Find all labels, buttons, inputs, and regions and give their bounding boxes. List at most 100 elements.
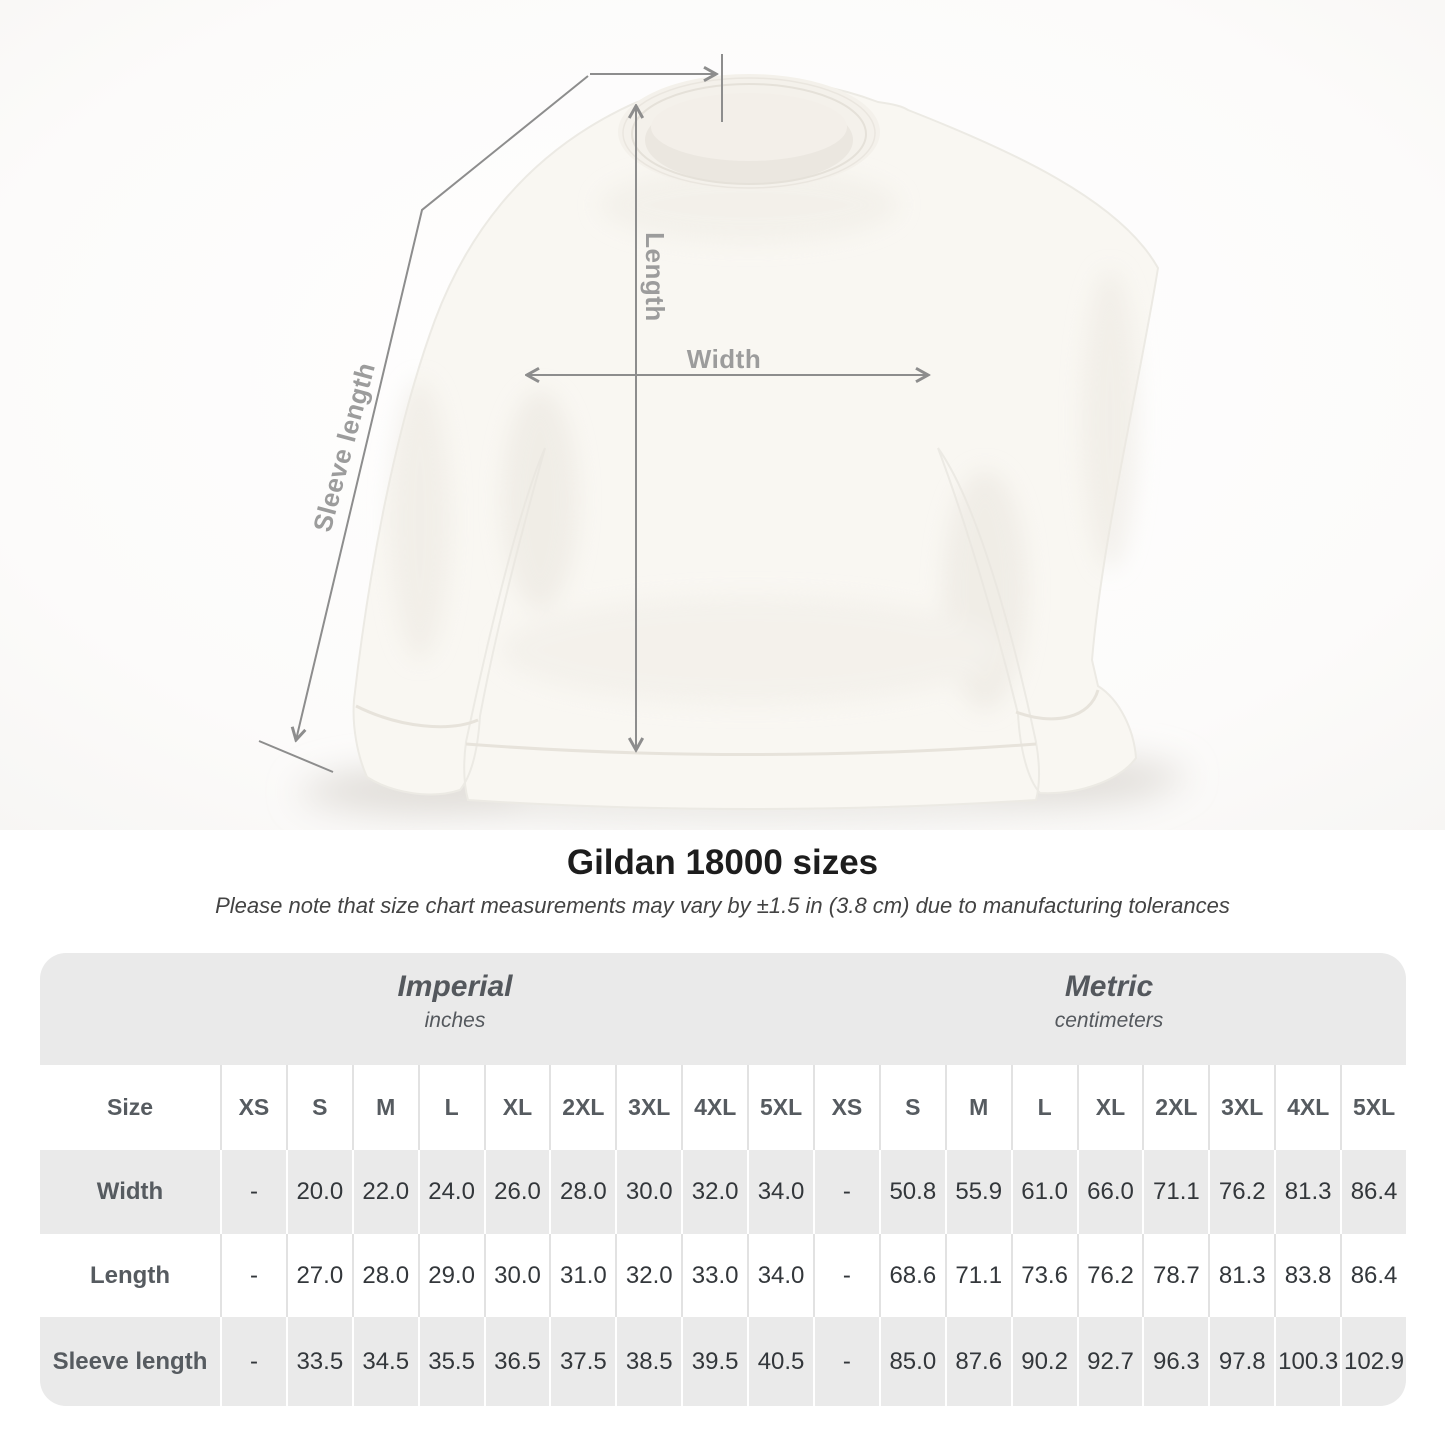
table-cell: 40.5	[747, 1317, 813, 1406]
table-cell: 81.3	[1208, 1234, 1274, 1317]
column-header: XS	[220, 1065, 286, 1150]
unit-header-band: Imperial inches Metric centimeters	[40, 953, 1406, 1065]
table-cell: 78.7	[1142, 1234, 1208, 1317]
column-header: 4XL	[1274, 1065, 1340, 1150]
table-row-sleeve-length: Sleeve length - 33.5 34.5 35.5 36.5 37.5…	[40, 1317, 1406, 1406]
table-cell: 34.0	[747, 1234, 813, 1317]
table-cell: 29.0	[417, 1234, 484, 1317]
imperial-title: Imperial	[397, 970, 513, 1003]
table-cell: 31.0	[549, 1234, 615, 1317]
sweatshirt-illustration	[352, 74, 1160, 810]
column-header: 3XL	[615, 1065, 681, 1150]
table-cell: 76.2	[1076, 1234, 1143, 1317]
table-cell: 37.5	[549, 1317, 615, 1406]
table-cell: 90.2	[1010, 1317, 1077, 1406]
column-header: S	[285, 1065, 352, 1150]
size-column-header: Size	[106, 1094, 154, 1120]
table-cell: 71.1	[944, 1234, 1011, 1317]
table-cell: 86.4	[1340, 1234, 1406, 1317]
row-label-length: Length	[90, 1261, 170, 1289]
table-cell: 61.0	[1010, 1150, 1077, 1234]
table-cell: 34.5	[351, 1317, 418, 1406]
imperial-header: Imperial inches	[40, 953, 870, 1065]
waistband-seam	[465, 742, 1037, 756]
table-cell: 83.8	[1274, 1234, 1340, 1317]
imperial-unit: inches	[424, 1009, 486, 1032]
column-header: L	[417, 1065, 484, 1150]
column-header: S	[878, 1065, 945, 1150]
table-cell: 85.0	[878, 1317, 945, 1406]
column-header: 2XL	[549, 1065, 615, 1150]
table-cell: 34.0	[747, 1150, 813, 1234]
row-label-sleeve-length: Sleeve length	[52, 1347, 208, 1375]
crewneck-collar	[618, 74, 880, 190]
column-header: L	[1010, 1065, 1077, 1150]
table-cell: 30.0	[615, 1150, 681, 1234]
table-cell: 55.9	[944, 1150, 1011, 1234]
column-header: 5XL	[1340, 1065, 1406, 1150]
metric-header: Metric centimeters	[812, 953, 1406, 1065]
table-cell: 102.9	[1340, 1317, 1406, 1406]
table-header-row: Size XS S M L XL 2XL 3XL 4XL 5XL XS S M …	[40, 1065, 1406, 1150]
right-cuff-seam	[1015, 689, 1100, 721]
metric-title: Metric	[1064, 970, 1154, 1003]
table-cell: 39.5	[681, 1317, 747, 1406]
sleeve-measure-line	[296, 75, 589, 740]
table-cell: 32.0	[681, 1150, 747, 1234]
column-header: 3XL	[1208, 1065, 1274, 1150]
table-row-length: Length - 27.0 28.0 29.0 30.0 31.0 32.0 3…	[40, 1234, 1406, 1317]
table-cell: 24.0	[417, 1150, 484, 1234]
column-header: M	[351, 1065, 418, 1150]
table-cell: -	[812, 1234, 879, 1317]
table-cell: -	[812, 1150, 879, 1234]
table-row-width: Width - 20.0 22.0 24.0 26.0 28.0 30.0 32…	[40, 1150, 1406, 1234]
column-header: M	[944, 1065, 1011, 1150]
table-cell: 73.6	[1010, 1234, 1077, 1317]
table-cell: 50.8	[878, 1150, 945, 1234]
width-measure-label: Width	[686, 344, 762, 374]
table-cell: 33.0	[681, 1234, 747, 1317]
table-cell: -	[220, 1317, 286, 1406]
table-cell: 32.0	[615, 1234, 681, 1317]
sweatshirt-photo: Length Width Sleeve length	[0, 0, 1445, 830]
fabric-shading	[390, 167, 1138, 710]
table-cell: -	[812, 1317, 879, 1406]
column-header: XS	[812, 1065, 879, 1150]
tolerance-note: Please note that size chart measurements…	[215, 893, 1230, 918]
table-cell: 36.5	[483, 1317, 550, 1406]
table-cell: 33.5	[285, 1317, 352, 1406]
table-cell: -	[220, 1234, 286, 1317]
column-header: 2XL	[1142, 1065, 1208, 1150]
table-cell: 68.6	[878, 1234, 945, 1317]
column-header: 4XL	[681, 1065, 747, 1150]
table-cell: 97.8	[1208, 1317, 1274, 1406]
column-header: 5XL	[747, 1065, 813, 1150]
table-cell: 86.4	[1340, 1150, 1406, 1234]
left-cuff-seam	[355, 704, 479, 729]
table-cell: 76.2	[1208, 1150, 1274, 1234]
table-cell: 20.0	[285, 1150, 352, 1234]
sweatshirt-image	[0, 0, 1445, 830]
metric-unit: centimeters	[1054, 1009, 1164, 1032]
table-cell: 28.0	[351, 1234, 418, 1317]
table-cell: 30.0	[483, 1234, 550, 1317]
table-cell: 35.5	[417, 1317, 484, 1406]
column-header: XL	[483, 1065, 550, 1150]
table-cell: 27.0	[285, 1234, 352, 1317]
table-cell: 26.0	[483, 1150, 550, 1234]
table-cell: 28.0	[549, 1150, 615, 1234]
table-cell: 81.3	[1274, 1150, 1340, 1234]
table-cell: 96.3	[1142, 1317, 1208, 1406]
column-header: XL	[1076, 1065, 1143, 1150]
size-table: Imperial inches Metric centimeters Size …	[40, 953, 1406, 1406]
measurement-lines	[258, 54, 928, 773]
table-cell: 38.5	[615, 1317, 681, 1406]
row-label-width: Width	[96, 1178, 164, 1205]
table-cell: -	[220, 1150, 286, 1234]
table-cell: 71.1	[1142, 1150, 1208, 1234]
table-cell: 22.0	[351, 1150, 418, 1234]
table-cell: 87.6	[944, 1317, 1011, 1406]
table-cell: 100.3	[1274, 1317, 1340, 1406]
page-title: Gildan 18000 sizes	[566, 843, 879, 882]
